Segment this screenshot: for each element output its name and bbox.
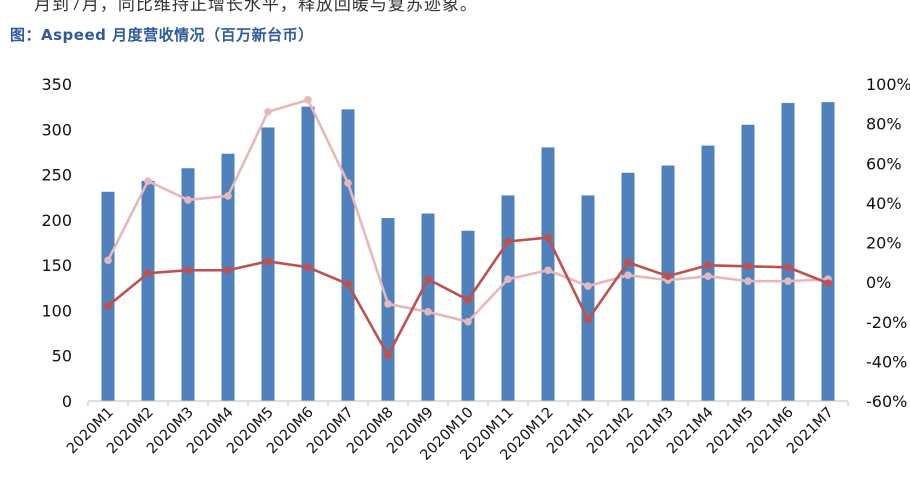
growth-point [344, 280, 352, 288]
growth-point [184, 266, 192, 275]
y-left-tick-label: 300 [41, 120, 72, 139]
revenue-bar [141, 180, 155, 401]
growth-point [624, 271, 632, 279]
growth-point [144, 177, 152, 185]
figure-title: 图：Aspeed 月度营收情况（百万新台币） [10, 26, 314, 44]
growth-point [544, 233, 552, 242]
growth-point [784, 277, 792, 285]
growth-point [384, 300, 392, 308]
y-left-tick-label: 200 [41, 211, 72, 230]
growth-point [384, 351, 392, 360]
growth-point [584, 315, 592, 324]
growth-point [104, 302, 112, 310]
growth-point [504, 237, 512, 246]
y-left-tick-label: 350 [41, 75, 72, 94]
revenue-bar [581, 195, 595, 401]
revenue-bar [221, 153, 235, 401]
revenue-bar [381, 218, 395, 401]
revenue-bar [341, 109, 355, 402]
growth-point [224, 266, 232, 275]
revenue-bar [301, 106, 315, 402]
growth-point [744, 262, 752, 271]
growth-point [464, 317, 472, 326]
y-left-tick-label: 0 [62, 392, 72, 411]
y-right-tick-label: 60% [866, 154, 902, 173]
revenue-bar [621, 172, 635, 401]
growth-point [344, 179, 352, 187]
growth-point [784, 263, 792, 272]
revenue-bar [541, 147, 555, 401]
growth-point [464, 296, 472, 304]
growth-point [104, 256, 112, 265]
growth-point [264, 257, 272, 266]
y-right-tick-label: -20% [866, 313, 907, 332]
y-right-tick-label: 20% [866, 234, 902, 253]
growth-point [664, 272, 672, 280]
y-left-tick-label: 150 [41, 256, 72, 275]
y-left-tick-label: 100 [41, 301, 72, 320]
growth-point [504, 275, 512, 283]
revenue-bar [781, 103, 795, 402]
y-left-tick-label: 50 [52, 347, 72, 366]
growth-lines [104, 96, 832, 360]
y-right-tick-label: 0% [866, 273, 891, 292]
growth-point [304, 263, 312, 272]
growth-point [824, 279, 832, 287]
y-right-tick-label: -40% [866, 352, 907, 371]
growth-point [704, 272, 712, 280]
growth-point [304, 96, 312, 104]
revenue-bar [461, 230, 475, 401]
body-text-line: 月到7月，同比维持正增长水平，释放回暖与复苏迹象。 [34, 0, 478, 15]
revenue-bar [821, 102, 835, 401]
growth-point [584, 282, 592, 290]
growth-point [544, 266, 552, 275]
y-right-tick-label: 40% [866, 194, 902, 213]
growth-point [144, 269, 152, 278]
growth-point [264, 107, 272, 116]
y-right-tick-label: -60% [866, 392, 907, 411]
chart-axes: 0 50 100 150 200 250 300 350 -60% -40% -20% 0% 20% 40… [41, 75, 910, 464]
growth-point [624, 258, 632, 267]
revenue-bar [421, 213, 435, 401]
revenue-bar [181, 168, 195, 401]
growth-point [424, 308, 432, 316]
y-left-tick-label: 250 [41, 166, 72, 185]
growth-point [424, 275, 432, 283]
growth-point [704, 261, 712, 270]
revenue-bar [101, 191, 115, 401]
revenue-bars [101, 102, 835, 402]
growth-point [744, 277, 752, 285]
growth-point [224, 192, 232, 200]
growth-point [184, 196, 192, 204]
y-right-tick-label: 100% [866, 75, 910, 94]
revenue-bar [501, 195, 515, 401]
y-right-tick-label: 80% [866, 115, 902, 134]
